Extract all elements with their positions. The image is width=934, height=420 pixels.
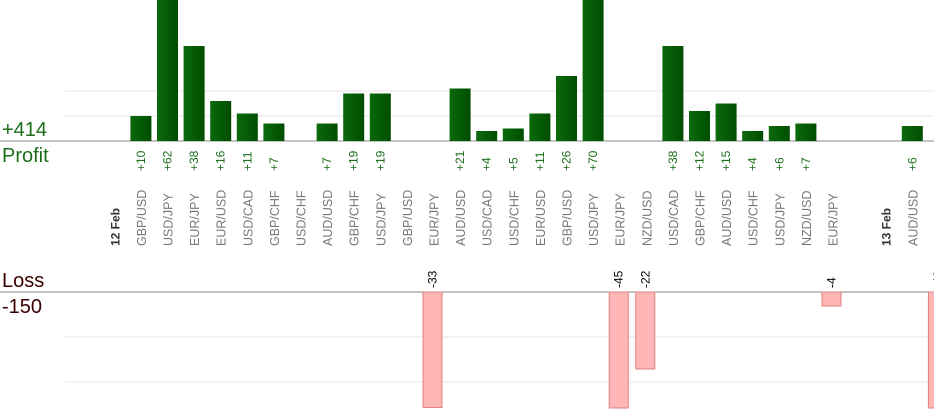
profit-bar <box>183 46 205 141</box>
profit-bar <box>449 88 471 141</box>
loss-total: -150 <box>2 296 43 318</box>
profit-bar <box>210 101 232 141</box>
profit-bar <box>263 123 285 141</box>
pair-label: AUD/USD <box>454 190 468 246</box>
profit-bar <box>529 113 551 141</box>
profit-bar <box>236 113 258 141</box>
pair-label: USD/JPY <box>162 193 176 246</box>
pair-label: GBP/USD <box>135 190 149 246</box>
pair-label: AUD/USD <box>321 190 335 246</box>
profit-value-label: +16 <box>214 150 228 171</box>
pair-label: GBP/USD <box>401 190 415 246</box>
pair-label: USD/CAD <box>667 190 681 246</box>
profit-bar <box>369 93 391 141</box>
profit-bar <box>742 131 764 141</box>
profit-value-label: +38 <box>187 150 201 171</box>
profit-value-label: +38 <box>666 150 680 171</box>
pair-label: GBP/USD <box>561 190 575 246</box>
profit-value-label: +6 <box>905 157 919 171</box>
pair-label: EUR/JPY <box>188 193 202 246</box>
profit-value-label: +11 <box>240 151 254 171</box>
profit-bar <box>689 111 710 141</box>
pair-label: AUD/USD <box>720 190 734 246</box>
pair-label: GBP/CHF <box>268 190 282 246</box>
pair-label: USD/CAD <box>481 190 495 246</box>
profit-value-label: +62 <box>161 150 175 171</box>
profit-label: Profit <box>2 145 49 167</box>
pair-label: USD/JPY <box>587 193 601 246</box>
profit-bar <box>582 0 604 141</box>
pair-label: AUD/USD <box>906 190 920 246</box>
pair-label: NZD/USD <box>800 190 814 246</box>
loss-bar <box>608 291 629 409</box>
pair-label: USD/CHF <box>507 190 521 246</box>
profit-bar <box>157 0 178 141</box>
profit-value-label: +12 <box>693 150 707 171</box>
profit-bar <box>795 123 817 141</box>
profit-value-label: +26 <box>560 150 574 171</box>
profit-bar <box>130 116 152 141</box>
profit-value-label: +15 <box>719 150 733 171</box>
profit-bar <box>901 126 923 141</box>
profit-value-label: +19 <box>347 150 361 171</box>
loss-value-label: -45 <box>612 270 626 288</box>
profit-bar <box>556 76 577 141</box>
pair-label: USD/CAD <box>241 190 255 246</box>
loss-value-label: -33 <box>426 270 440 288</box>
loss-bar <box>927 291 934 409</box>
profit-value-label: +10 <box>134 150 148 171</box>
profit-value-label: +19 <box>373 150 387 171</box>
loss-bar <box>821 291 842 307</box>
profit-bar <box>316 123 338 141</box>
profit-value-label: +7 <box>799 157 813 171</box>
profit-bar <box>715 103 737 141</box>
loss-label: Loss <box>2 270 45 292</box>
profit-bar <box>343 93 365 141</box>
profit-value-label: +6 <box>772 157 786 171</box>
profit-value-label: +11 <box>533 151 547 171</box>
profit-value-label: +7 <box>267 157 281 171</box>
loss-value-label: -46 <box>931 270 934 288</box>
profit-value-label: +21 <box>453 150 467 171</box>
loss-value-label: -22 <box>638 270 652 288</box>
profit-value-label: +4 <box>746 157 760 171</box>
pair-label: EUR/USD <box>534 190 548 246</box>
pair-label: USD/CHF <box>295 190 309 246</box>
pair-label: EUR/JPY <box>428 193 442 246</box>
profit-value-label: +5 <box>506 157 520 171</box>
pair-label: EUR/JPY <box>614 193 628 246</box>
pair-label: USD/JPY <box>773 193 787 246</box>
profit-bar <box>768 126 790 141</box>
profit-total: +414 <box>2 119 48 141</box>
profit-value-label: +4 <box>480 157 494 171</box>
date-label: 13 Feb <box>880 208 894 246</box>
pair-label: USD/JPY <box>374 193 388 246</box>
pair-label: NZD/USD <box>640 190 654 246</box>
profit-bar <box>662 46 684 141</box>
pair-label: EUR/JPY <box>827 193 841 246</box>
date-label: 12 Feb <box>108 208 122 246</box>
profit-value-label: +70 <box>586 150 600 171</box>
pair-label: GBP/CHF <box>348 190 362 246</box>
profit-bar <box>502 128 524 141</box>
profit-value-label: +7 <box>320 157 334 171</box>
pair-label: GBP/CHF <box>694 190 708 246</box>
profit-bar <box>476 131 498 141</box>
loss-bar <box>635 291 656 370</box>
pair-label: USD/CHF <box>747 190 761 246</box>
pair-label: EUR/USD <box>215 190 229 246</box>
loss-bar <box>422 291 443 408</box>
loss-value-label: -4 <box>825 277 839 288</box>
